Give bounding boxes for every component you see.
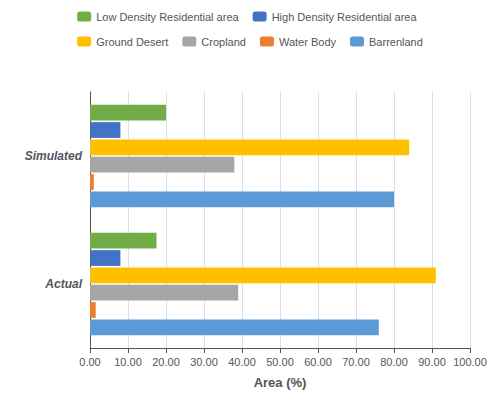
svg-text:60.00: 60.00 [304,356,332,368]
svg-text:Barrenland: Barrenland [369,36,423,48]
svg-text:40.00: 40.00 [228,356,256,368]
svg-text:Water Body: Water Body [279,36,337,48]
svg-text:20.00: 20.00 [152,356,180,368]
svg-text:Simulated: Simulated [25,149,83,163]
svg-text:0.00: 0.00 [79,356,100,368]
svg-text:70.00: 70.00 [342,356,370,368]
svg-text:Area (%): Area (%) [254,375,307,390]
svg-text:30.00: 30.00 [190,356,218,368]
svg-text:High Density Residential area: High Density Residential area [272,11,418,23]
svg-text:Ground Desert: Ground Desert [96,36,168,48]
svg-text:10.00: 10.00 [114,356,142,368]
svg-text:90.00: 90.00 [418,356,446,368]
svg-text:80.00: 80.00 [380,356,408,368]
svg-text:100.00: 100.00 [453,356,487,368]
svg-text:Low Density Residential area: Low Density Residential area [96,11,239,23]
svg-text:Cropland: Cropland [201,36,246,48]
svg-text:50.00: 50.00 [266,356,294,368]
svg-text:Actual: Actual [44,277,82,291]
